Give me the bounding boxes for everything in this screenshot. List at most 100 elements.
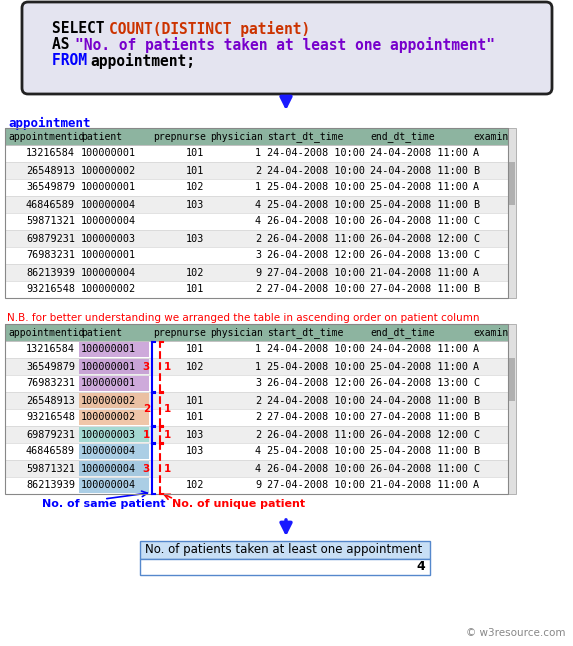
Text: 1: 1 xyxy=(255,344,261,355)
Text: 36549879: 36549879 xyxy=(26,362,75,371)
Text: 103: 103 xyxy=(186,200,204,209)
Text: 69879231: 69879231 xyxy=(26,233,75,244)
Text: 1: 1 xyxy=(164,430,171,439)
Text: 1: 1 xyxy=(164,404,171,414)
Text: B: B xyxy=(473,413,479,422)
Text: prepnurse: prepnurse xyxy=(153,132,206,141)
Text: 26-04-2008 12:00: 26-04-2008 12:00 xyxy=(370,430,468,439)
Text: 2: 2 xyxy=(255,233,261,244)
Bar xyxy=(79,342,149,357)
Text: 46846589: 46846589 xyxy=(26,446,75,457)
Text: 93216548: 93216548 xyxy=(26,413,75,422)
Text: 103: 103 xyxy=(186,430,204,439)
Bar xyxy=(509,162,515,205)
Text: 27-04-2008 11:00: 27-04-2008 11:00 xyxy=(370,413,468,422)
Text: 86213939: 86213939 xyxy=(26,481,75,490)
Bar xyxy=(5,145,508,162)
Text: appointment;: appointment; xyxy=(90,53,195,69)
Text: C: C xyxy=(473,233,479,244)
Text: 21-04-2008 11:00: 21-04-2008 11:00 xyxy=(370,481,468,490)
Text: 26-04-2008 10:00: 26-04-2008 10:00 xyxy=(267,463,365,474)
Bar xyxy=(5,128,508,145)
Text: C: C xyxy=(473,430,479,439)
Text: 26-04-2008 13:00: 26-04-2008 13:00 xyxy=(370,251,468,260)
Text: 9: 9 xyxy=(255,267,261,278)
Bar xyxy=(5,324,508,494)
Bar xyxy=(5,460,508,477)
Text: 100000002: 100000002 xyxy=(81,165,136,176)
Bar xyxy=(5,162,508,179)
Text: AS: AS xyxy=(52,37,79,52)
Text: 100000004: 100000004 xyxy=(81,216,136,227)
Text: 24-04-2008 11:00: 24-04-2008 11:00 xyxy=(370,344,468,355)
Text: COUNT(DISTINCT patient): COUNT(DISTINCT patient) xyxy=(109,21,310,37)
Bar xyxy=(5,324,508,341)
Text: 102: 102 xyxy=(186,481,204,490)
Text: 69879231: 69879231 xyxy=(26,430,75,439)
Text: 26548913: 26548913 xyxy=(26,395,75,406)
Text: 24-04-2008 11:00: 24-04-2008 11:00 xyxy=(370,149,468,158)
Text: 13216584: 13216584 xyxy=(26,344,75,355)
Text: FROM: FROM xyxy=(52,53,96,68)
Text: 76983231: 76983231 xyxy=(26,379,75,388)
Bar xyxy=(5,341,508,358)
Text: 27-04-2008 10:00: 27-04-2008 10:00 xyxy=(267,284,365,295)
Text: 46846589: 46846589 xyxy=(26,200,75,209)
Text: 101: 101 xyxy=(186,149,204,158)
Text: 3: 3 xyxy=(255,251,261,260)
Bar xyxy=(79,393,149,408)
Text: 100000001: 100000001 xyxy=(81,183,136,193)
Bar xyxy=(5,375,508,392)
Text: 26-04-2008 11:00: 26-04-2008 11:00 xyxy=(370,216,468,227)
Text: start_dt_time: start_dt_time xyxy=(267,131,343,142)
Text: 2: 2 xyxy=(255,413,261,422)
Bar xyxy=(140,541,430,559)
Text: examin: examin xyxy=(473,132,508,141)
Text: 102: 102 xyxy=(186,362,204,371)
Text: 27-04-2008 10:00: 27-04-2008 10:00 xyxy=(267,267,365,278)
Text: 100000001: 100000001 xyxy=(81,362,136,371)
Text: A: A xyxy=(473,267,479,278)
Text: C: C xyxy=(473,463,479,474)
Text: 9: 9 xyxy=(255,481,261,490)
Text: 24-04-2008 10:00: 24-04-2008 10:00 xyxy=(267,149,365,158)
Text: 25-04-2008 10:00: 25-04-2008 10:00 xyxy=(267,362,365,371)
Text: A: A xyxy=(473,344,479,355)
Text: 100000004: 100000004 xyxy=(81,267,136,278)
Text: 13216584: 13216584 xyxy=(26,149,75,158)
Text: B: B xyxy=(473,200,479,209)
Text: 24-04-2008 11:00: 24-04-2008 11:00 xyxy=(370,165,468,176)
Text: 100000004: 100000004 xyxy=(81,463,136,474)
Text: 100000002: 100000002 xyxy=(81,284,136,295)
Text: 59871321: 59871321 xyxy=(26,463,75,474)
Bar xyxy=(79,376,149,391)
Text: 101: 101 xyxy=(186,413,204,422)
Text: SELECT: SELECT xyxy=(52,21,113,36)
Text: 25-04-2008 10:00: 25-04-2008 10:00 xyxy=(267,183,365,193)
Text: 101: 101 xyxy=(186,284,204,295)
Text: 26-04-2008 11:00: 26-04-2008 11:00 xyxy=(267,430,365,439)
Text: appointmentid: appointmentid xyxy=(8,328,84,337)
Text: A: A xyxy=(473,362,479,371)
Bar xyxy=(79,461,149,476)
Bar xyxy=(5,264,508,281)
Text: 101: 101 xyxy=(186,395,204,406)
Text: examin: examin xyxy=(473,328,508,337)
Text: B: B xyxy=(473,395,479,406)
Bar xyxy=(5,247,508,264)
Bar xyxy=(508,128,516,298)
Bar xyxy=(5,409,508,426)
Bar xyxy=(5,443,508,460)
Text: B: B xyxy=(473,284,479,295)
Text: "No. of patients taken at least one appointment": "No. of patients taken at least one appo… xyxy=(75,37,495,53)
Text: end_dt_time: end_dt_time xyxy=(370,327,435,338)
Text: 1: 1 xyxy=(255,362,261,371)
Text: © w3resource.com: © w3resource.com xyxy=(465,628,565,638)
Text: 1: 1 xyxy=(255,149,261,158)
Text: 100000001: 100000001 xyxy=(81,379,136,388)
Text: 93216548: 93216548 xyxy=(26,284,75,295)
Text: C: C xyxy=(473,251,479,260)
Text: 27-04-2008 10:00: 27-04-2008 10:00 xyxy=(267,413,365,422)
Text: 25-04-2008 10:00: 25-04-2008 10:00 xyxy=(267,200,365,209)
Text: 100000004: 100000004 xyxy=(81,446,136,457)
